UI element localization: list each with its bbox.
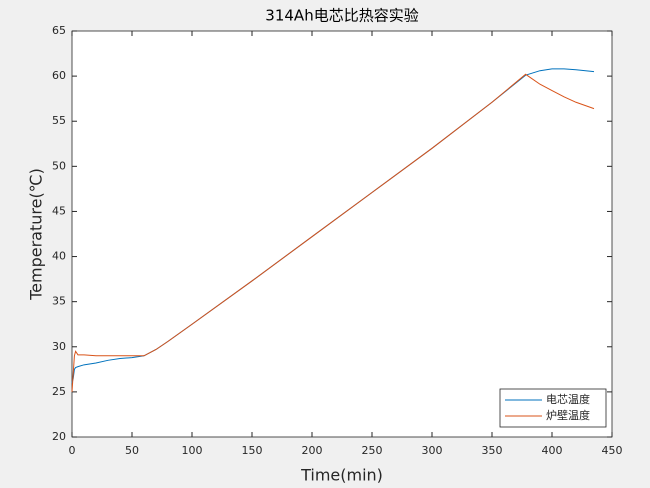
plot-area <box>72 31 612 437</box>
legend-label: 炉壁温度 <box>546 408 590 422</box>
y-tick-label: 30 <box>52 340 66 353</box>
x-tick-label: 100 <box>182 444 203 457</box>
x-tick-label: 150 <box>242 444 263 457</box>
chart-title: 314Ah电芯比热容实验 <box>265 7 418 25</box>
series-line <box>71 73 595 392</box>
y-tick-label: 35 <box>52 295 66 308</box>
y-tick-label: 65 <box>52 24 66 37</box>
legend-box <box>499 388 607 428</box>
y-tick-label: 20 <box>52 430 66 443</box>
x-tick-label: 200 <box>302 444 323 457</box>
y-tick-label: 60 <box>52 69 66 82</box>
x-tick-label: 450 <box>602 444 623 457</box>
y-tick-label: 50 <box>52 159 66 172</box>
y-tick-label: 40 <box>52 250 66 263</box>
y-axis-label: Temperature(℃) <box>27 168 46 301</box>
x-tick-label: 300 <box>422 444 443 457</box>
x-tick-label: 400 <box>542 444 563 457</box>
x-tick-label: 350 <box>482 444 503 457</box>
x-axis-label: Time(min) <box>300 466 383 485</box>
y-tick-label: 55 <box>52 114 66 127</box>
x-tick-label: 250 <box>362 444 383 457</box>
x-tick-label: 0 <box>69 444 76 457</box>
axes-box <box>71 30 613 438</box>
legend-label: 电芯温度 <box>546 392 590 406</box>
x-tick-label: 50 <box>125 444 139 457</box>
y-tick-label: 45 <box>52 204 66 217</box>
y-tick-label: 25 <box>52 385 66 398</box>
